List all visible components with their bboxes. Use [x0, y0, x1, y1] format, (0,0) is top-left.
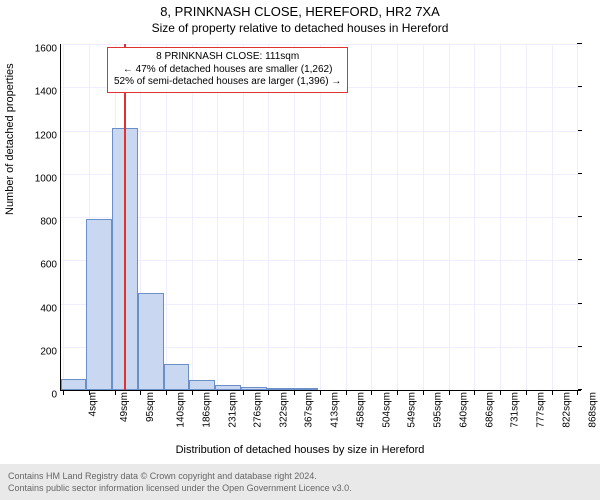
x-tick-label: 140sqm [176, 392, 187, 428]
y-tick-label: 400 [40, 303, 61, 314]
histogram-bar [138, 293, 164, 390]
histogram-bar [293, 388, 318, 390]
x-tick-label: 322sqm [279, 392, 290, 428]
histogram-bar [61, 379, 86, 390]
x-tick-label: 186sqm [202, 392, 213, 428]
chart-title: 8, PRINKNASH CLOSE, HEREFORD, HR2 7XA [0, 0, 600, 19]
y-tick-label: 1400 [35, 87, 61, 98]
x-tick-label: 595sqm [433, 392, 444, 428]
chart-subtitle: Size of property relative to detached ho… [0, 19, 600, 35]
histogram-bar [164, 364, 189, 390]
x-tick-label: 367sqm [304, 392, 315, 428]
footer-line: Contains public sector information licen… [8, 482, 592, 494]
x-tick-label: 49sqm [119, 392, 130, 422]
x-tick-label: 777sqm [536, 392, 547, 428]
y-axis-label: Number of detached properties [4, 63, 16, 215]
y-tick-label: 0 [51, 390, 61, 401]
y-tick-label: 800 [40, 217, 61, 228]
y-tick-label: 1000 [35, 173, 61, 184]
y-tick-label: 200 [40, 346, 61, 357]
x-tick-label: 231sqm [227, 392, 238, 428]
y-tick-label: 600 [40, 260, 61, 271]
annotation-line: ← 47% of detached houses are smaller (1,… [114, 64, 341, 77]
x-tick-label: 822sqm [561, 392, 572, 428]
x-tick-label: 686sqm [484, 392, 495, 428]
x-tick-label: 640sqm [458, 392, 469, 428]
x-tick-label: 549sqm [407, 392, 418, 428]
histogram-bar [215, 385, 240, 390]
histogram-bar [241, 387, 267, 390]
y-tick-label: 1200 [35, 130, 61, 141]
histogram-bar [189, 380, 215, 390]
x-tick-label: 731sqm [510, 392, 521, 428]
annotation-line: 8 PRINKNASH CLOSE: 111sqm [114, 51, 341, 64]
x-axis-label: Distribution of detached houses by size … [0, 444, 600, 456]
property-marker-line [124, 44, 126, 390]
x-tick-label: 276sqm [253, 392, 264, 428]
annotation-box: 8 PRINKNASH CLOSE: 111sqm← 47% of detach… [107, 47, 348, 93]
x-tick-label: 95sqm [145, 392, 156, 422]
histogram-bar [86, 219, 111, 390]
x-tick-label: 458sqm [355, 392, 366, 428]
footer-attribution: Contains HM Land Registry data © Crown c… [0, 464, 600, 500]
y-tick-label: 1600 [35, 44, 61, 55]
annotation-line: 52% of semi-detached houses are larger (… [114, 76, 341, 89]
plot-area: 020040060080010001200140016004sqm49sqm95… [60, 44, 581, 391]
x-tick-label: 868sqm [587, 392, 598, 428]
histogram-bar [267, 388, 293, 390]
x-tick-label: 504sqm [381, 392, 392, 428]
footer-line: Contains HM Land Registry data © Crown c… [8, 470, 592, 482]
x-tick-label: 413sqm [330, 392, 341, 428]
x-tick-label: 4sqm [88, 392, 99, 416]
